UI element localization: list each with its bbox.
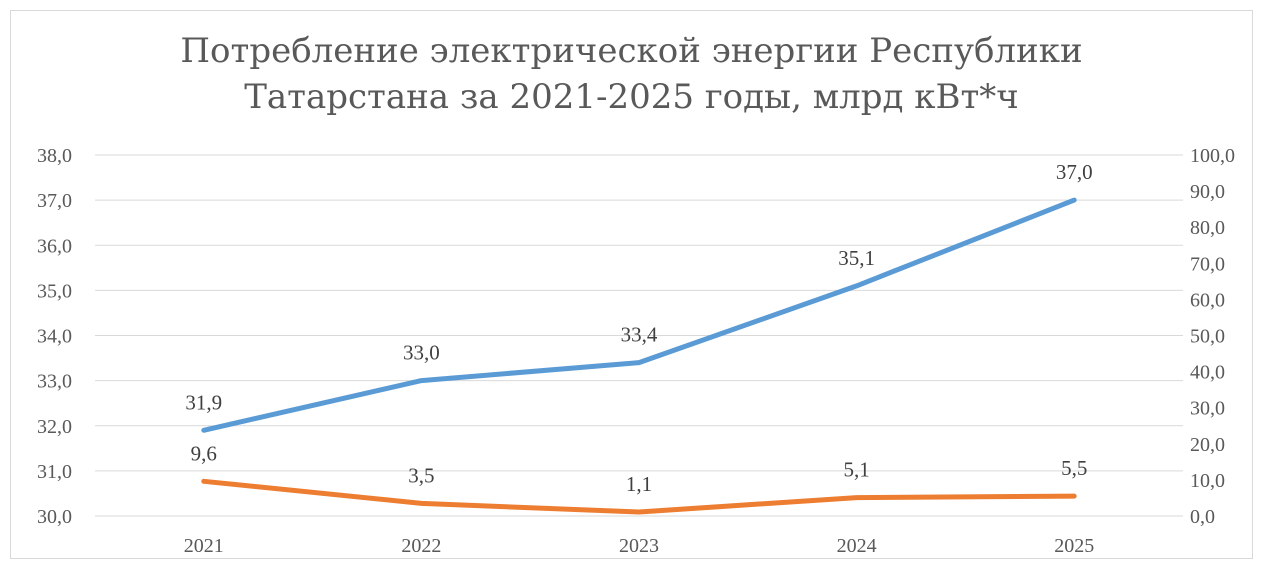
data-label: 35,1: [838, 246, 875, 270]
x-tick-label: 2023: [619, 535, 659, 557]
data-label: 37,0: [1056, 160, 1093, 184]
chart-title: Потребление электрической энергии Респуб…: [0, 28, 1263, 120]
data-label: 31,9: [185, 390, 222, 414]
y-right-tick-label: 30,0: [1190, 398, 1225, 420]
y-right-tick-label: 60,0: [1190, 289, 1225, 311]
y-right-tick-label: 50,0: [1190, 326, 1225, 348]
data-label: 33,4: [621, 323, 658, 347]
data-label: 3,5: [408, 463, 434, 487]
chart-frame: [10, 10, 1253, 559]
data-label: 5,1: [843, 458, 869, 482]
data-label: 5,5: [1061, 456, 1087, 480]
y-left-tick-label: 37,0: [37, 190, 72, 212]
y-left-tick-label: 30,0: [37, 506, 72, 528]
y-right-tick-label: 40,0: [1190, 362, 1225, 384]
y-right-tick-label: 90,0: [1190, 181, 1225, 203]
chart-title-line-2: Татарстана за 2021-2025 годы, млрд кВт*ч: [244, 77, 1019, 117]
y-right-tick-label: 80,0: [1190, 217, 1225, 239]
y-right-tick-label: 100,0: [1190, 145, 1235, 167]
chart-title-line-1: Потребление электрической энергии Респуб…: [180, 31, 1083, 71]
y-left-tick-label: 32,0: [37, 416, 72, 438]
y-right-tick-label: 20,0: [1190, 434, 1225, 456]
series-line-1: [201, 197, 1077, 433]
x-tick-label: 2021: [184, 535, 224, 557]
data-label: 33,0: [403, 341, 440, 365]
y-right-tick-label: 10,0: [1190, 470, 1225, 492]
y-left-tick-label: 31,0: [37, 461, 72, 483]
y-right-tick-label: 70,0: [1190, 253, 1225, 275]
y-left-tick-label: 33,0: [37, 371, 72, 393]
y-left-tick-label: 34,0: [37, 326, 72, 348]
x-tick-label: 2024: [837, 535, 877, 557]
y-right-tick-label: 0,0: [1190, 506, 1215, 528]
x-tick-label: 2022: [401, 535, 441, 557]
y-left-tick-label: 36,0: [37, 235, 72, 257]
x-tick-label: 2025: [1054, 535, 1094, 557]
y-left-tick-label: 38,0: [37, 145, 72, 167]
data-label: 9,6: [191, 441, 217, 465]
data-label: 1,1: [626, 472, 652, 496]
y-left-tick-label: 35,0: [37, 280, 72, 302]
